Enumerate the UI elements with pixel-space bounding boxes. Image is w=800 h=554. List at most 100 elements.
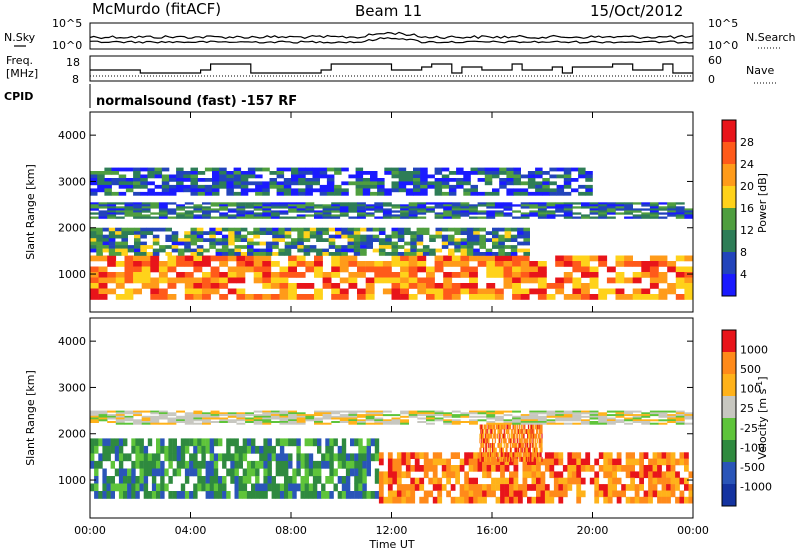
heatmap-cell	[679, 490, 685, 498]
heatmap-cell	[374, 419, 384, 422]
heatmap-cell	[276, 191, 285, 196]
heatmap-cell	[236, 255, 246, 262]
heatmap-cell	[537, 421, 547, 423]
heatmap-cell	[328, 234, 336, 239]
heatmap-cell	[473, 452, 478, 459]
heatmap-cell	[158, 202, 168, 205]
heatmap-cell	[150, 255, 160, 262]
heatmap-cell	[416, 234, 424, 239]
heatmap-cell	[563, 206, 573, 209]
heatmap-cell	[499, 447, 501, 453]
heatmap-cell	[245, 212, 254, 215]
heatmap-cell	[227, 272, 237, 278]
heatmap-cell	[160, 468, 165, 477]
heatmap-cell	[236, 288, 246, 295]
heatmap-cell	[555, 419, 565, 422]
heatmap-cell	[423, 452, 429, 459]
heatmap-cell	[607, 496, 613, 504]
heatmap-cell	[401, 496, 407, 504]
heatmap-cell	[459, 490, 465, 498]
heatmap-cell	[616, 490, 622, 498]
heatmap-cell	[649, 266, 659, 273]
heatmap-cell	[234, 252, 242, 256]
heatmap-cell	[326, 174, 335, 179]
heatmap-cell	[357, 206, 366, 209]
heatmap-cell	[253, 214, 263, 217]
heatmap-cell	[150, 204, 160, 207]
heatmap-cell	[563, 171, 572, 175]
heatmap-cell	[339, 414, 349, 417]
heatmap-cell	[253, 202, 263, 205]
heatmap-cell	[408, 202, 418, 205]
heatmap-cell	[121, 231, 128, 235]
heatmap-cell	[374, 277, 384, 284]
heatmap-cell	[500, 465, 505, 472]
heatmap-cell	[197, 476, 202, 484]
heatmap-cell	[473, 496, 478, 504]
heatmap-cell	[115, 415, 125, 418]
heatmap-cell	[98, 438, 103, 447]
heatmap-cell	[124, 415, 134, 418]
heatmap-cell	[649, 272, 659, 278]
heatmap-cell	[437, 452, 443, 459]
heatmap-cell	[370, 184, 378, 189]
heatmap-cell	[236, 204, 246, 207]
heatmap-cell	[331, 255, 341, 262]
heatmap-cell	[236, 216, 246, 219]
heatmap-cell	[329, 468, 334, 477]
heatmap-cell	[527, 171, 536, 175]
heatmap-cell	[598, 412, 608, 415]
heatmap-cell	[598, 202, 608, 205]
heatmap-cell	[563, 294, 573, 300]
heatmap-cell	[396, 496, 402, 504]
heatmap-cell	[382, 421, 392, 423]
heatmap-cell	[279, 412, 289, 415]
heatmap-cell	[133, 212, 142, 215]
heatmap-cell	[184, 277, 194, 284]
heatmap-cell	[382, 422, 392, 425]
heatmap-cell	[212, 184, 220, 189]
heatmap-cell	[329, 491, 334, 499]
heatmap-cell	[490, 452, 492, 458]
heatmap-cell	[387, 471, 393, 479]
heatmap-cell	[528, 443, 530, 448]
heatmap-cell	[501, 456, 504, 462]
heatmap-cell	[413, 174, 421, 179]
heatmap-cell	[242, 491, 248, 499]
heatmap-cell	[456, 167, 464, 172]
heatmap-cell	[500, 458, 505, 466]
heatmap-cell	[483, 438, 485, 444]
heatmap-cell	[482, 452, 484, 458]
heatmap-cell	[362, 483, 367, 492]
heatmap-cell	[391, 174, 399, 179]
heatmap-cell	[540, 458, 546, 466]
heatmap-cell	[512, 277, 521, 284]
heatmap-cell	[512, 433, 514, 439]
heatmap-cell	[494, 294, 504, 300]
heatmap-cell	[615, 415, 625, 418]
heatmap-cell	[158, 216, 168, 219]
heatmap-cell	[451, 202, 461, 205]
heatmap-cell	[328, 252, 336, 256]
heatmap-cell	[269, 184, 277, 189]
heatmap-cell	[652, 465, 658, 472]
heatmap-cell	[314, 288, 323, 295]
heatmap-cell	[255, 188, 263, 193]
heatmap-cell	[227, 421, 237, 423]
heatmap-cell	[219, 202, 229, 205]
heatmap-cell	[102, 234, 110, 239]
heatmap-cell	[102, 238, 110, 242]
heatmap-cell	[434, 294, 444, 300]
heatmap-cell	[284, 476, 289, 484]
heatmap-cell	[212, 171, 220, 175]
heatmap-cell	[641, 214, 651, 217]
heatmap-cell	[405, 490, 411, 498]
heatmap-cell	[164, 445, 169, 454]
heatmap-cell	[527, 174, 536, 179]
heatmap-cell	[460, 412, 470, 415]
heatmap-cell	[652, 484, 658, 491]
heatmap-cell	[594, 496, 600, 504]
heatmap-cell	[598, 261, 608, 267]
heatmap-cell	[563, 415, 573, 418]
heatmap-cell	[382, 210, 392, 213]
